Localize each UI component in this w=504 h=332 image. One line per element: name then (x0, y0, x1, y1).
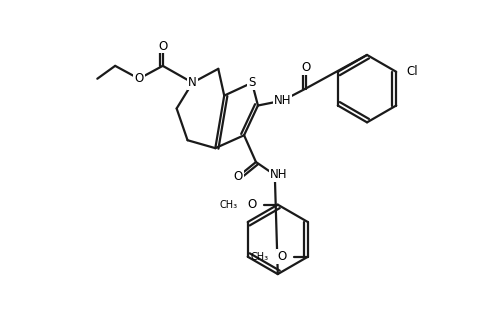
Text: N: N (188, 76, 197, 89)
Text: O: O (158, 40, 167, 52)
Text: O: O (277, 250, 287, 263)
Text: NH: NH (274, 94, 291, 107)
Text: O: O (247, 198, 257, 211)
Text: O: O (233, 170, 243, 183)
Text: S: S (248, 76, 256, 89)
Text: CH₃: CH₃ (220, 200, 238, 210)
Text: O: O (135, 72, 144, 85)
Text: Cl: Cl (406, 65, 418, 78)
Text: CH₃: CH₃ (250, 252, 268, 262)
Text: O: O (301, 61, 310, 74)
Text: NH: NH (270, 168, 287, 181)
